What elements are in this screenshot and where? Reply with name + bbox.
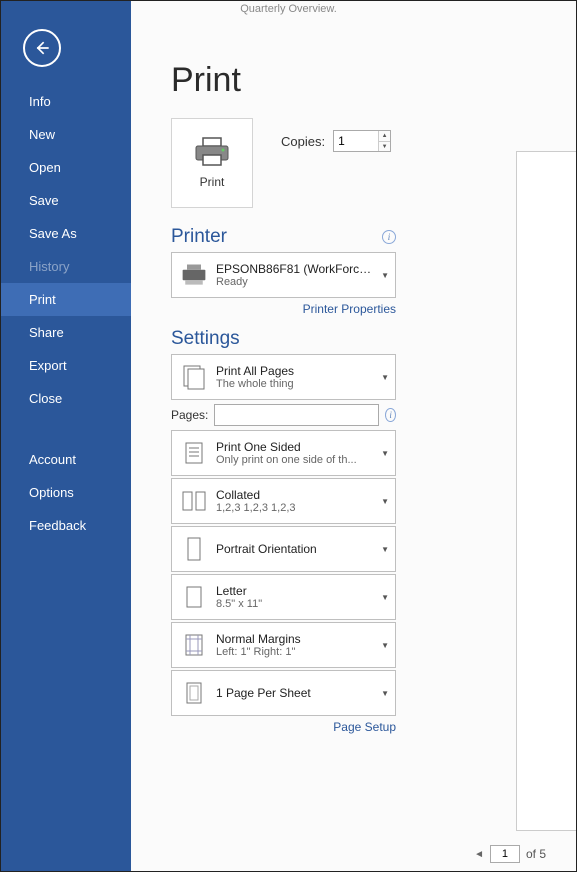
back-arrow-icon [32, 38, 52, 58]
copies-input[interactable] [334, 131, 378, 151]
page-setup-link[interactable]: Page Setup [171, 720, 396, 734]
nav-item-close[interactable]: Close [1, 382, 131, 415]
chevron-down-icon: ▼ [381, 689, 389, 698]
nav-item-options[interactable]: Options [1, 476, 131, 509]
setting-icon [178, 437, 210, 469]
printer-name: EPSONB86F81 (WorkForce 8... [216, 262, 377, 276]
chevron-down-icon: ▼ [381, 449, 389, 458]
copies-down[interactable]: ▼ [379, 142, 390, 152]
title-bar: Quarterly Overview. [1, 1, 576, 19]
info-icon[interactable]: i [385, 408, 396, 422]
prev-page[interactable]: ◄ [474, 849, 484, 860]
nav-item-export[interactable]: Export [1, 349, 131, 382]
printer-heading: Printer [171, 226, 227, 248]
setting-dropdown-2[interactable]: Collated1,2,3 1,2,3 1,2,3 ▼ [171, 478, 396, 524]
copies-up[interactable]: ▲ [379, 131, 390, 142]
setting-sub: Only print on one side of th... [216, 454, 377, 466]
print-button-label: Print [200, 175, 225, 189]
nav-item-history: History [1, 250, 131, 283]
nav-item-info[interactable]: Info [1, 85, 131, 118]
print-button[interactable]: Print [171, 118, 253, 208]
printer-dropdown[interactable]: EPSONB86F81 (WorkForce 8... Ready ▼ [171, 252, 396, 298]
setting-title: Letter [216, 584, 377, 598]
setting-sub: The whole thing [216, 378, 377, 390]
chevron-down-icon: ▼ [381, 373, 389, 382]
chevron-down-icon: ▼ [381, 545, 389, 554]
printer-device-icon [178, 259, 210, 291]
setting-icon [178, 485, 210, 517]
page-title: Print [171, 61, 576, 100]
setting-icon [178, 533, 210, 565]
setting-title: Print One Sided [216, 440, 377, 454]
nav-item-account[interactable]: Account [1, 443, 131, 476]
current-page-input[interactable] [490, 845, 520, 863]
setting-title: Portrait Orientation [216, 542, 377, 556]
setting-title: 1 Page Per Sheet [216, 686, 377, 700]
setting-sub: Left: 1" Right: 1" [216, 646, 377, 658]
setting-icon [178, 581, 210, 613]
nav-item-share[interactable]: Share [1, 316, 131, 349]
info-icon[interactable]: i [382, 230, 396, 244]
setting-dropdown-3[interactable]: Portrait Orientation ▼ [171, 526, 396, 572]
copies-stepper[interactable]: ▲ ▼ [333, 130, 391, 152]
setting-sub: 8.5" x 11" [216, 598, 377, 610]
setting-dropdown-0[interactable]: Print All PagesThe whole thing ▼ [171, 354, 396, 400]
nav-item-open[interactable]: Open [1, 151, 131, 184]
nav-item-print[interactable]: Print [1, 283, 131, 316]
pages-label: Pages: [171, 408, 208, 422]
pages-input[interactable] [214, 404, 379, 426]
chevron-down-icon: ▼ [381, 641, 389, 650]
chevron-down-icon: ▼ [381, 593, 389, 602]
printer-icon [194, 137, 230, 167]
setting-icon [178, 361, 210, 393]
back-button[interactable] [23, 29, 61, 67]
setting-dropdown-1[interactable]: Print One SidedOnly print on one side of… [171, 430, 396, 476]
setting-sub: 1,2,3 1,2,3 1,2,3 [216, 502, 377, 514]
setting-icon [178, 629, 210, 661]
settings-heading: Settings [171, 328, 240, 350]
nav-item-new[interactable]: New [1, 118, 131, 151]
printer-properties-link[interactable]: Printer Properties [171, 302, 396, 316]
setting-title: Print All Pages [216, 364, 377, 378]
setting-title: Collated [216, 488, 377, 502]
page-navigator: ◄ of 5 [474, 845, 546, 863]
setting-dropdown-5[interactable]: Normal MarginsLeft: 1" Right: 1" ▼ [171, 622, 396, 668]
print-panel: Print Print Copies: ▲ ▼ Printer i [131, 1, 576, 871]
copies-label: Copies: [281, 134, 325, 149]
setting-dropdown-4[interactable]: Letter8.5" x 11" ▼ [171, 574, 396, 620]
nav-item-feedback[interactable]: Feedback [1, 509, 131, 542]
nav-item-save[interactable]: Save [1, 184, 131, 217]
setting-dropdown-6[interactable]: 1 Page Per Sheet ▼ [171, 670, 396, 716]
backstage-sidebar: InfoNewOpenSaveSave AsHistoryPrintShareE… [1, 1, 131, 871]
chevron-down-icon: ▼ [381, 497, 389, 506]
printer-status: Ready [216, 276, 377, 288]
setting-icon [178, 677, 210, 709]
page-total: of 5 [526, 847, 546, 861]
setting-title: Normal Margins [216, 632, 377, 646]
print-preview [516, 151, 576, 831]
chevron-down-icon: ▼ [381, 271, 389, 280]
nav-item-save-as[interactable]: Save As [1, 217, 131, 250]
